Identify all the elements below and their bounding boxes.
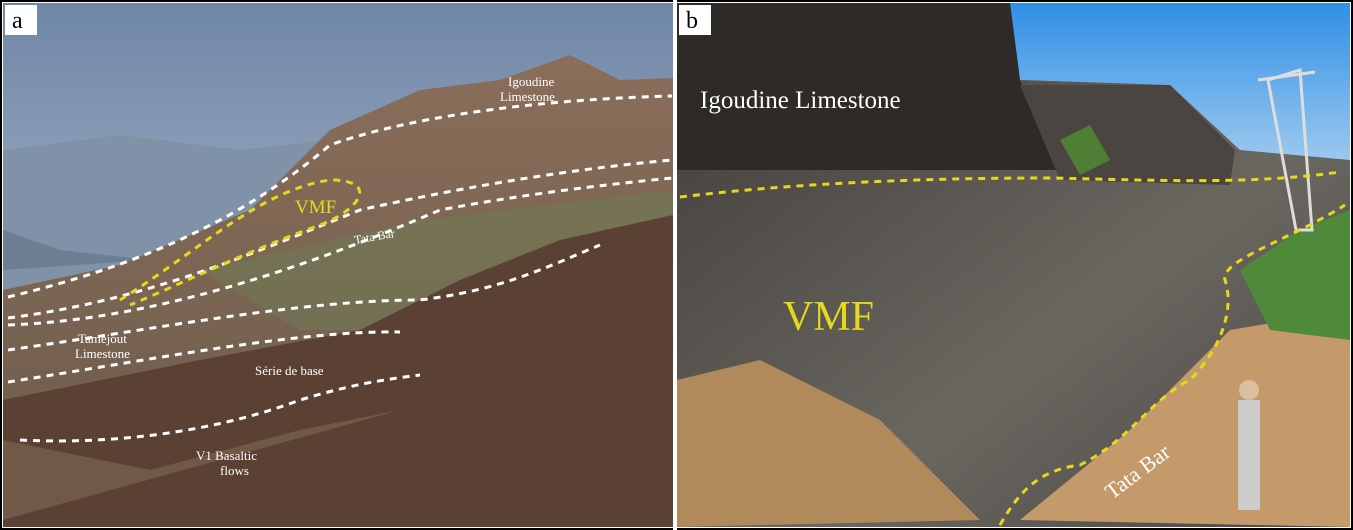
- annotation: VMF: [295, 197, 336, 218]
- page: a Igoudine Limestone VMF Tata Bar Tamejo…: [0, 0, 1353, 530]
- annotation: Limestone: [500, 89, 555, 104]
- annotation: Igoudine Limestone: [700, 87, 901, 114]
- panel-b: b Igoudine Limestone VMF Tata Bar: [677, 3, 1350, 527]
- panel-label: a: [12, 8, 23, 34]
- panel-a: a Igoudine Limestone VMF Tata Bar Tamejo…: [3, 3, 673, 527]
- panel-label: b: [686, 8, 698, 34]
- annotation: V1 Basaltic: [196, 448, 257, 463]
- annotation: Tamejout: [78, 331, 127, 346]
- annotation: Limestone: [75, 346, 130, 361]
- annotation: Igoudine: [508, 74, 554, 89]
- figure: a Igoudine Limestone VMF Tata Bar Tamejo…: [0, 0, 1353, 530]
- annotation: flows: [220, 463, 249, 478]
- annotation: VMF: [783, 294, 874, 340]
- person-head: [1239, 380, 1259, 400]
- person: [1238, 400, 1260, 510]
- annotation: Série de base: [255, 363, 324, 378]
